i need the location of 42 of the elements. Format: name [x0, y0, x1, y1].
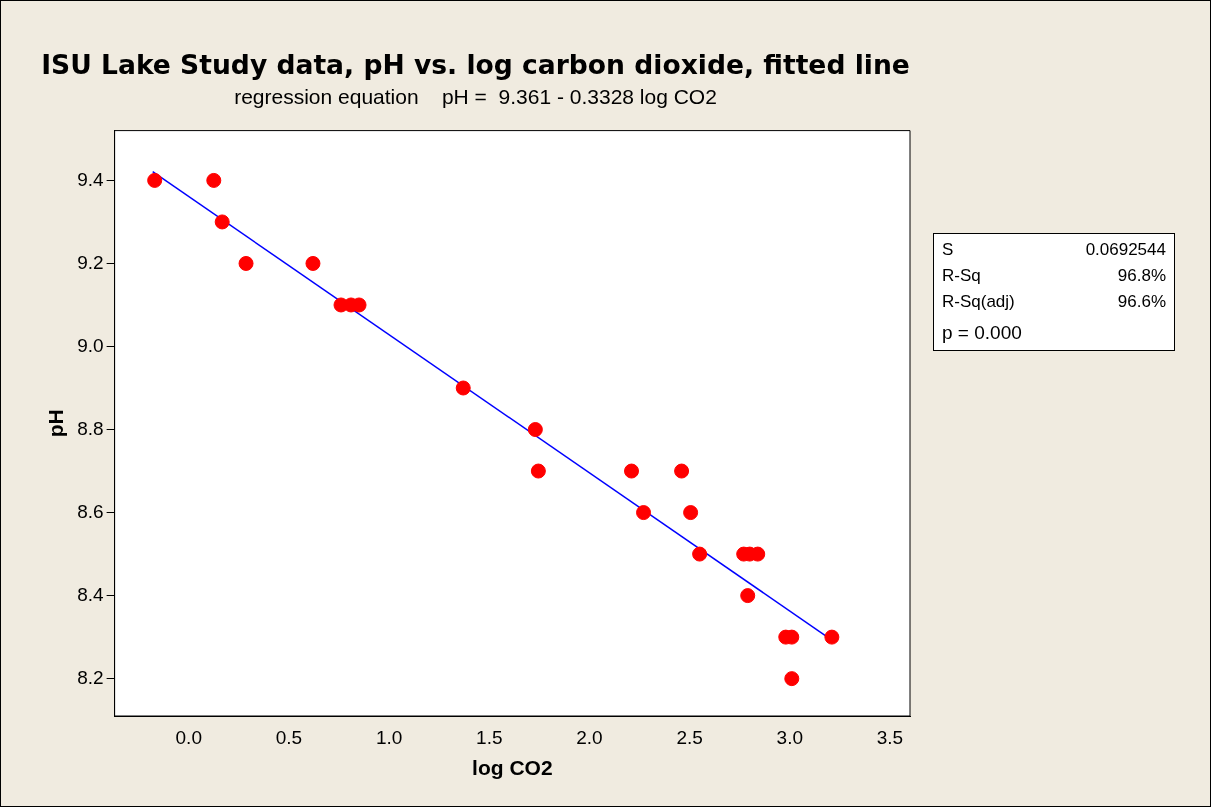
text: S [942, 240, 955, 260]
x-tick-label: 2.5 [676, 726, 703, 748]
point [674, 463, 690, 479]
y-tick-label: 8.4 [77, 583, 105, 605]
y-tick-label: 8.6 [77, 500, 104, 522]
y-tick-label: 9.4 [77, 168, 105, 190]
y-tick-label: 8.8 [77, 417, 104, 439]
point [147, 172, 163, 188]
y-axis-title: pH [44, 409, 68, 438]
point [683, 505, 699, 521]
point [740, 588, 756, 604]
y-tick-label: 9.0 [77, 334, 104, 356]
y-tick-label: 8.2 [77, 666, 104, 688]
point [624, 463, 640, 479]
x-axis-title: log CO2 [472, 756, 553, 780]
point [238, 255, 254, 271]
point [824, 629, 840, 645]
text: 96.6% [1116, 292, 1166, 312]
point [214, 214, 230, 230]
x-tick-label: 1.5 [476, 726, 503, 748]
chart-title: ISU Lake Study data, pH vs. log carbon dioxide, fitted line [41, 49, 910, 81]
text: p = 0.000 [942, 322, 1023, 344]
x-tick-label: 1.0 [375, 726, 403, 748]
y-tick-label: 9.2 [77, 251, 104, 273]
x-tick-label: 3.5 [876, 726, 904, 748]
text: R-Sq [942, 266, 982, 286]
point [455, 380, 471, 396]
point [530, 463, 546, 479]
x-tick-label: 2.0 [576, 726, 603, 748]
point [692, 546, 708, 562]
chart-subtitle: regression equation pH = 9.361 - 0.3328 log CO2 [234, 84, 717, 108]
text: R-Sq(adj) [942, 292, 1016, 312]
point [305, 255, 321, 271]
point [784, 671, 800, 687]
text: 96.8% [1116, 266, 1166, 286]
x-tick-label: 3.0 [776, 726, 803, 748]
x-tick-label: 0.5 [275, 726, 303, 748]
x-tick-label: 0.0 [175, 726, 202, 748]
point [636, 505, 652, 521]
point [206, 172, 222, 188]
text: 0.0692544 [1085, 240, 1166, 260]
point [527, 422, 543, 438]
